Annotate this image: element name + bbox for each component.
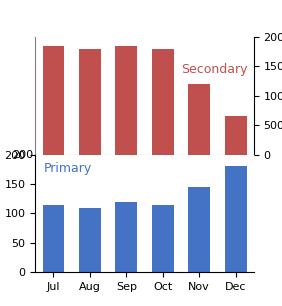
Text: 200: 200	[12, 150, 33, 159]
Bar	[79, 207, 101, 272]
Bar	[115, 202, 137, 272]
Text: Secondary: Secondary	[181, 63, 247, 76]
Bar	[152, 48, 174, 155]
Bar	[79, 48, 101, 155]
Bar	[43, 46, 64, 155]
Bar	[43, 205, 64, 272]
Bar	[225, 116, 246, 155]
Bar	[152, 205, 174, 272]
Bar	[188, 84, 210, 155]
Text: Primary: Primary	[44, 162, 92, 175]
Bar	[225, 166, 246, 272]
Bar	[188, 187, 210, 272]
Bar	[115, 46, 137, 155]
